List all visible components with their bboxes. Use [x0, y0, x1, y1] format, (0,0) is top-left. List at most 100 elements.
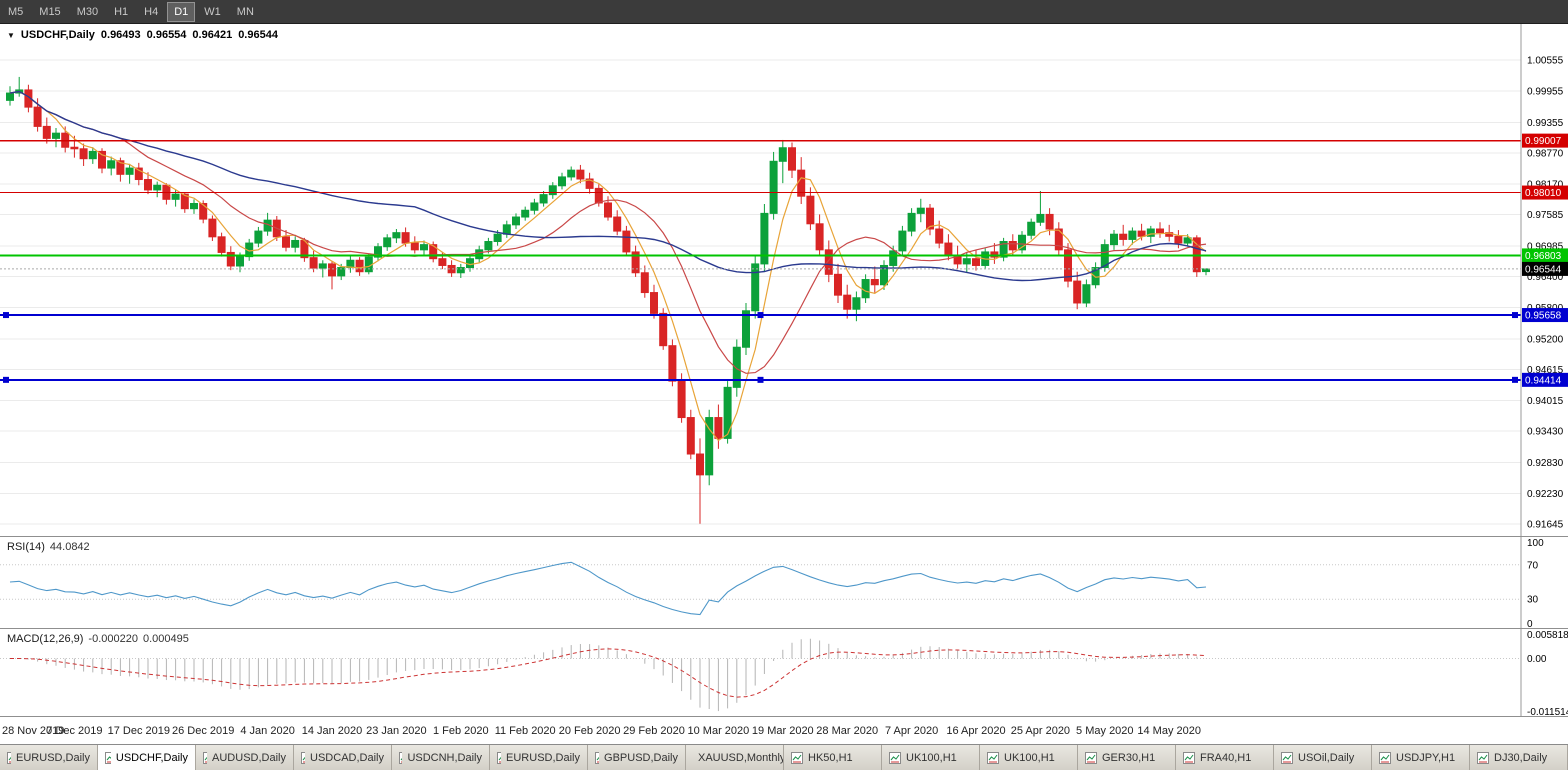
- price-axis-label: 0.93430: [1527, 427, 1564, 438]
- rsi-value: 44.0842: [49, 541, 90, 553]
- candle-body: [1054, 228, 1063, 251]
- tab-eurusd-daily[interactable]: EURUSD,Daily: [490, 745, 588, 770]
- candle-body: [42, 125, 51, 139]
- candle-body: [512, 216, 520, 226]
- tab-xauusd-monthly[interactable]: XAUUSD,Monthly: [686, 745, 784, 770]
- tab-usoil-daily[interactable]: USOil,Daily: [1274, 745, 1372, 770]
- date-label: 14 Jan 2020: [301, 725, 363, 737]
- candle-body: [696, 453, 704, 476]
- tab-usdcnh-daily[interactable]: USDCNH,Daily: [392, 745, 490, 770]
- line-handle[interactable]: [3, 376, 9, 383]
- main-chart-panel[interactable]: ▼ USDCHF,Daily 0.96493 0.96554 0.96421 0…: [0, 24, 1568, 536]
- macd-label: MACD(12,26,9) -0.000220 0.000495: [7, 633, 189, 645]
- candle-body: [199, 202, 208, 220]
- tab-usdcad-daily[interactable]: USDCAD,Daily: [294, 745, 392, 770]
- candle-body: [1174, 235, 1183, 244]
- price-badge: [1522, 308, 1568, 323]
- chart-tab-icon: [1477, 751, 1489, 764]
- timeframe-button-d1[interactable]: D1: [167, 1, 196, 22]
- candle-body: [870, 279, 879, 286]
- candle-body: [466, 258, 474, 269]
- candle-body: [567, 169, 576, 178]
- timeframe-toolbar: M5 M15 M30 H1 H4 D1 W1 MN: [0, 0, 1568, 24]
- line-handle[interactable]: [757, 312, 764, 319]
- ohlc-low: 0.96421: [192, 29, 233, 41]
- timeframe-button-m5[interactable]: M5: [8, 5, 24, 18]
- candle-body: [861, 279, 870, 299]
- tab-usdchf-daily[interactable]: USDCHF,Daily: [98, 745, 196, 770]
- line-handle[interactable]: [3, 312, 9, 319]
- tab-usdjpy-h1[interactable]: USDJPY,H1: [1372, 745, 1470, 770]
- candle-body: [1156, 228, 1164, 234]
- candle-body: [33, 106, 42, 127]
- candle-body: [134, 167, 143, 181]
- line-handle[interactable]: [1512, 376, 1518, 383]
- tab-eurusd-daily[interactable]: EURUSD,Daily: [0, 745, 98, 770]
- tab-gbpusd-daily[interactable]: GBPUSD,Daily: [588, 745, 686, 770]
- candle-body: [834, 273, 842, 296]
- timeframe-button-h1[interactable]: H1: [114, 5, 129, 18]
- date-label: 14 May 2020: [1137, 725, 1201, 737]
- candle-body: [180, 193, 189, 210]
- macd-axis-label: -0.011514: [1527, 707, 1568, 716]
- price-axis-label: 0.98170: [1527, 180, 1564, 191]
- candle-body: [6, 92, 14, 101]
- timeframe-button-m15[interactable]: M15: [39, 5, 61, 18]
- main-chart-svg[interactable]: 1.00555 0.99955 0.99355 0.98770 0.98170 0.975…: [0, 24, 1568, 536]
- candle-body: [420, 244, 428, 251]
- chart-tab-icon: [7, 751, 12, 764]
- macd-chart-svg[interactable]: 0.005818 0.00 -0.011514: [0, 629, 1568, 716]
- candle-body: [824, 249, 833, 275]
- symbol-dropdown-icon[interactable]: ▼: [7, 30, 15, 40]
- rsi-name: RSI(14): [7, 541, 45, 553]
- ohlc-close: 0.96544: [238, 29, 278, 41]
- candle-body: [962, 258, 971, 265]
- tab-uk100-h1[interactable]: UK100,H1: [980, 745, 1078, 770]
- candle-body: [456, 267, 465, 274]
- tab-audusd-daily[interactable]: AUDUSD,Daily: [196, 745, 294, 770]
- tab-label: USDJPY,H1: [1396, 751, 1456, 764]
- macd-panel[interactable]: MACD(12,26,9) -0.000220 0.000495 0.00581…: [0, 628, 1568, 716]
- candle-body: [318, 263, 327, 269]
- timeframe-button-h4[interactable]: H4: [144, 5, 159, 18]
- candle-body: [502, 224, 511, 235]
- candle-body: [254, 230, 263, 244]
- timeframe-button-mn[interactable]: MN: [236, 5, 254, 18]
- rsi-chart-svg[interactable]: 100 70 30 0: [0, 537, 1568, 628]
- candle-body: [125, 167, 134, 175]
- rsi-panel[interactable]: RSI(14) 44.0842 100 70 30 0: [0, 536, 1568, 628]
- candle-body: [815, 223, 824, 251]
- candle-body: [650, 292, 658, 314]
- chart-tab-icon: [1085, 751, 1097, 764]
- price-axis-label: 0.97585: [1527, 210, 1564, 221]
- candle-body: [190, 202, 198, 210]
- candle-body: [236, 256, 244, 267]
- timeframe-button-m30[interactable]: M30: [76, 5, 99, 18]
- price-badge: [1522, 133, 1568, 148]
- candle-body: [668, 345, 677, 382]
- tab-dj30-daily[interactable]: DJ30,Daily: [1470, 745, 1568, 770]
- chart-tab-icon: [399, 751, 403, 764]
- candle-body: [622, 230, 631, 253]
- timeframe-button-w1[interactable]: W1: [204, 5, 221, 18]
- tab-fra40-h1[interactable]: FRA40,H1: [1176, 745, 1274, 770]
- tab-hk50-h1[interactable]: HK50,H1: [784, 745, 882, 770]
- candle-body: [1027, 221, 1036, 236]
- tab-uk100-h1[interactable]: UK100,H1: [882, 745, 980, 770]
- candle-body: [337, 267, 346, 277]
- tab-label: EURUSD,Daily: [16, 751, 90, 764]
- ohlc-high: 0.96554: [146, 29, 187, 41]
- line-handle[interactable]: [757, 376, 764, 383]
- date-axis[interactable]: 28 Nov 2019 7 Dec 2019 17 Dec 2019 26 Dec 2…: [0, 716, 1568, 744]
- candle-body: [88, 150, 97, 160]
- candle-body: [972, 258, 980, 266]
- tab-label: EURUSD,Daily: [506, 751, 580, 764]
- tab-ger30-h1[interactable]: GER30,H1: [1078, 745, 1176, 770]
- tab-label: USDCHF,Daily: [115, 751, 188, 764]
- tab-label: AUDUSD,Daily: [212, 751, 286, 764]
- candle-body: [70, 146, 79, 150]
- line-handle[interactable]: [1512, 312, 1518, 319]
- rsi-axis-label: 30: [1527, 595, 1539, 606]
- price-badge: [1522, 185, 1568, 200]
- date-label: 7 Apr 2020: [884, 725, 939, 737]
